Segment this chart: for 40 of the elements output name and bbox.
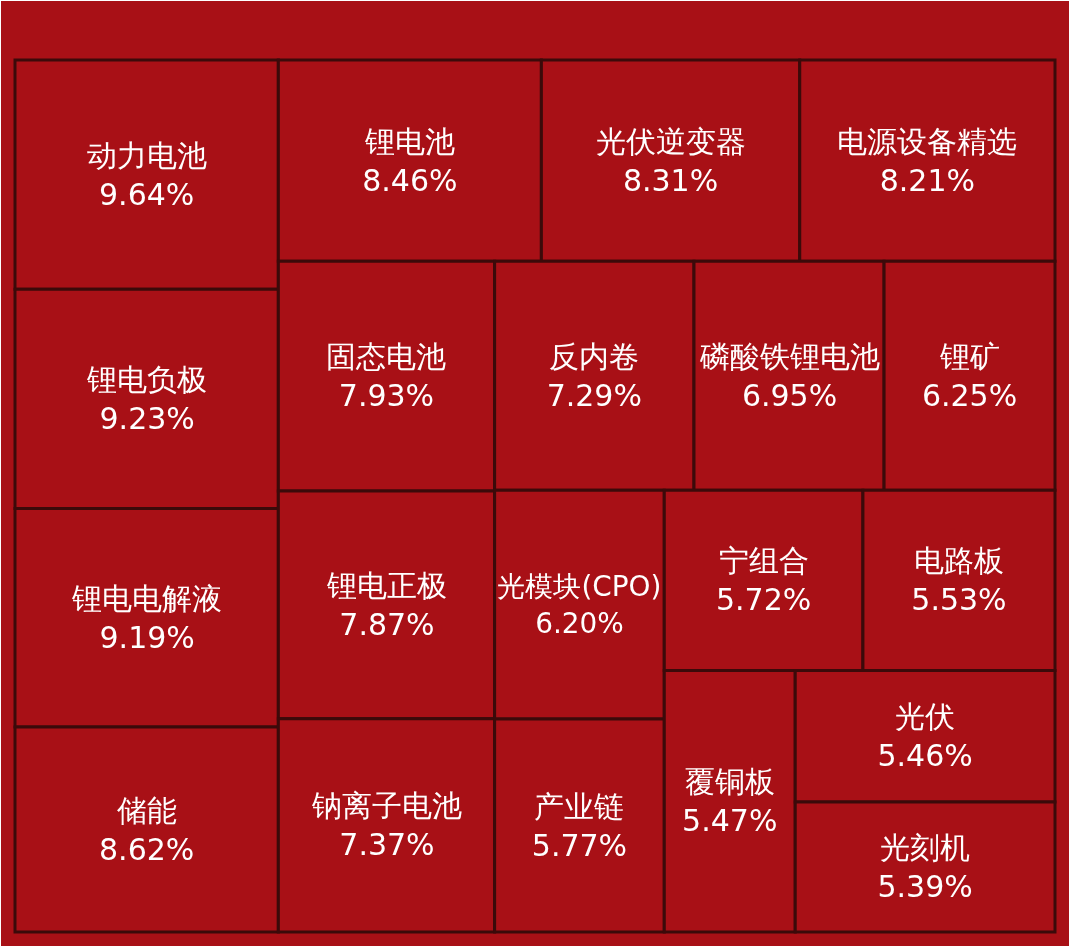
category-label: 电源设备精选: [837, 123, 1018, 159]
data-label: 7.37%: [339, 827, 435, 863]
category-label: 光伏逆变器: [595, 123, 746, 159]
category-label: 反内卷: [549, 338, 640, 374]
category-label: 固态电池: [326, 339, 447, 375]
category-label: 产业链: [534, 788, 625, 824]
category-label: 电路板: [913, 543, 1004, 579]
data-label: 7.93%: [338, 378, 435, 414]
data-label: 6.25%: [921, 377, 1018, 413]
data-label: 6.95%: [741, 377, 838, 413]
category-label: 锂矿: [938, 338, 1000, 374]
category-label: 光模块(CPO): [497, 570, 662, 604]
category-label: 锂电正极: [325, 567, 447, 603]
data-label: 9.64%: [99, 176, 195, 212]
data-label: 6.20%: [535, 606, 624, 640]
category-label: 锂电电解液: [71, 580, 223, 616]
data-label: 8.21%: [879, 162, 976, 198]
data-label: 5.39%: [877, 869, 973, 905]
data-label: 5.72%: [715, 582, 812, 618]
data-label: 9.19%: [99, 619, 195, 655]
data-label: 5.47%: [682, 803, 778, 839]
category-label: 光伏: [895, 699, 956, 735]
data-label: 8.62%: [99, 831, 195, 867]
category-label: 钠离子电池: [310, 788, 462, 824]
category-label: 储能: [116, 792, 177, 828]
category-label: 宁组合: [718, 543, 809, 579]
data-label: 9.23%: [99, 400, 195, 436]
data-label: 7.87%: [339, 606, 435, 642]
category-label: 磷酸铁锂电池: [698, 338, 880, 374]
data-label: 5.46%: [877, 738, 973, 774]
data-label: 8.46%: [362, 162, 458, 198]
data-label: 5.53%: [911, 582, 1007, 618]
data-label: 8.31%: [622, 162, 719, 198]
category-label: 光刻机: [880, 830, 971, 866]
data-label: 5.77%: [531, 827, 628, 863]
category-label: 锂电池: [363, 123, 455, 159]
category-label: 动力电池: [86, 137, 207, 173]
category-label: 锂电负极: [86, 361, 208, 397]
data-label: 7.29%: [546, 377, 642, 413]
category-label: 覆铜板: [684, 764, 775, 800]
